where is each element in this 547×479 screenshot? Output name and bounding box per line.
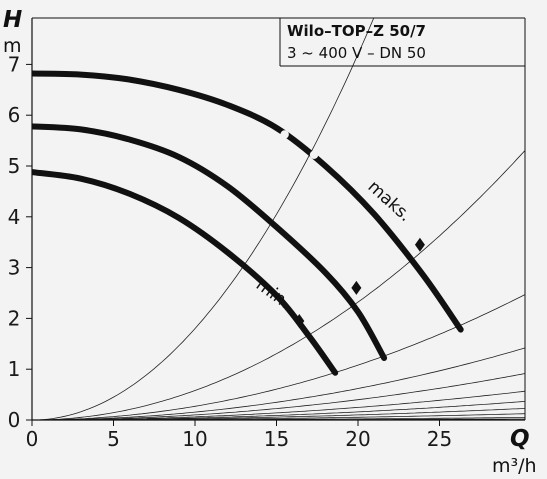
markers [294, 237, 425, 328]
y-axis-unit: m [3, 35, 22, 57]
x-axis-label: Q [510, 426, 530, 452]
x-tick-label-0: 0 [26, 427, 39, 451]
system-curve-4 [32, 347, 525, 420]
y-axis-label: H [3, 7, 22, 33]
pump-curve-max [32, 70, 464, 333]
y-tick-label-5: 5 [8, 154, 21, 178]
chart-subtitle: 3 ~ 400 V – DN 50 [287, 44, 426, 62]
pump-curves [32, 70, 464, 376]
x-tick-label-5: 5 [107, 427, 120, 451]
x-tick-label-20: 20 [345, 427, 370, 451]
axes [31, 17, 526, 421]
x-axis-unit: m³/h [492, 455, 537, 477]
ticks: 0 5 10 15 20 25 0 1 2 3 4 5 6 7 [8, 52, 453, 451]
y-tick-label-2: 2 [8, 306, 21, 330]
y-tick-label-4: 4 [8, 205, 21, 229]
x-tick-label-10: 10 [182, 427, 207, 451]
x-tick-label-25: 25 [427, 427, 452, 451]
y-tick-label-3: 3 [8, 256, 21, 280]
marker-diamond-1 [414, 237, 425, 252]
y-tick-label-1: 1 [8, 357, 21, 381]
system-curve-2 [32, 149, 525, 420]
system-curve-5 [32, 373, 525, 420]
max-curve-gap-1 [280, 130, 289, 139]
pump-curve-min [32, 169, 339, 376]
max-curve-gap-2 [309, 150, 319, 160]
system-curve-1 [32, 18, 375, 420]
x-tick-label-15: 15 [264, 427, 289, 451]
y-tick-label-0: 0 [8, 408, 21, 432]
marker-diamond-3 [294, 313, 305, 328]
system-curves [32, 18, 525, 420]
marker-diamond-2 [351, 280, 362, 295]
chart-title: Wilo–TOP–Z 50/7 [287, 22, 426, 40]
curve-label-maks: maks. [364, 177, 415, 226]
y-tick-label-6: 6 [8, 103, 21, 127]
y-tick-label-7: 7 [8, 52, 21, 76]
pump-curve-mid [32, 123, 388, 361]
system-curve-3 [32, 294, 525, 420]
